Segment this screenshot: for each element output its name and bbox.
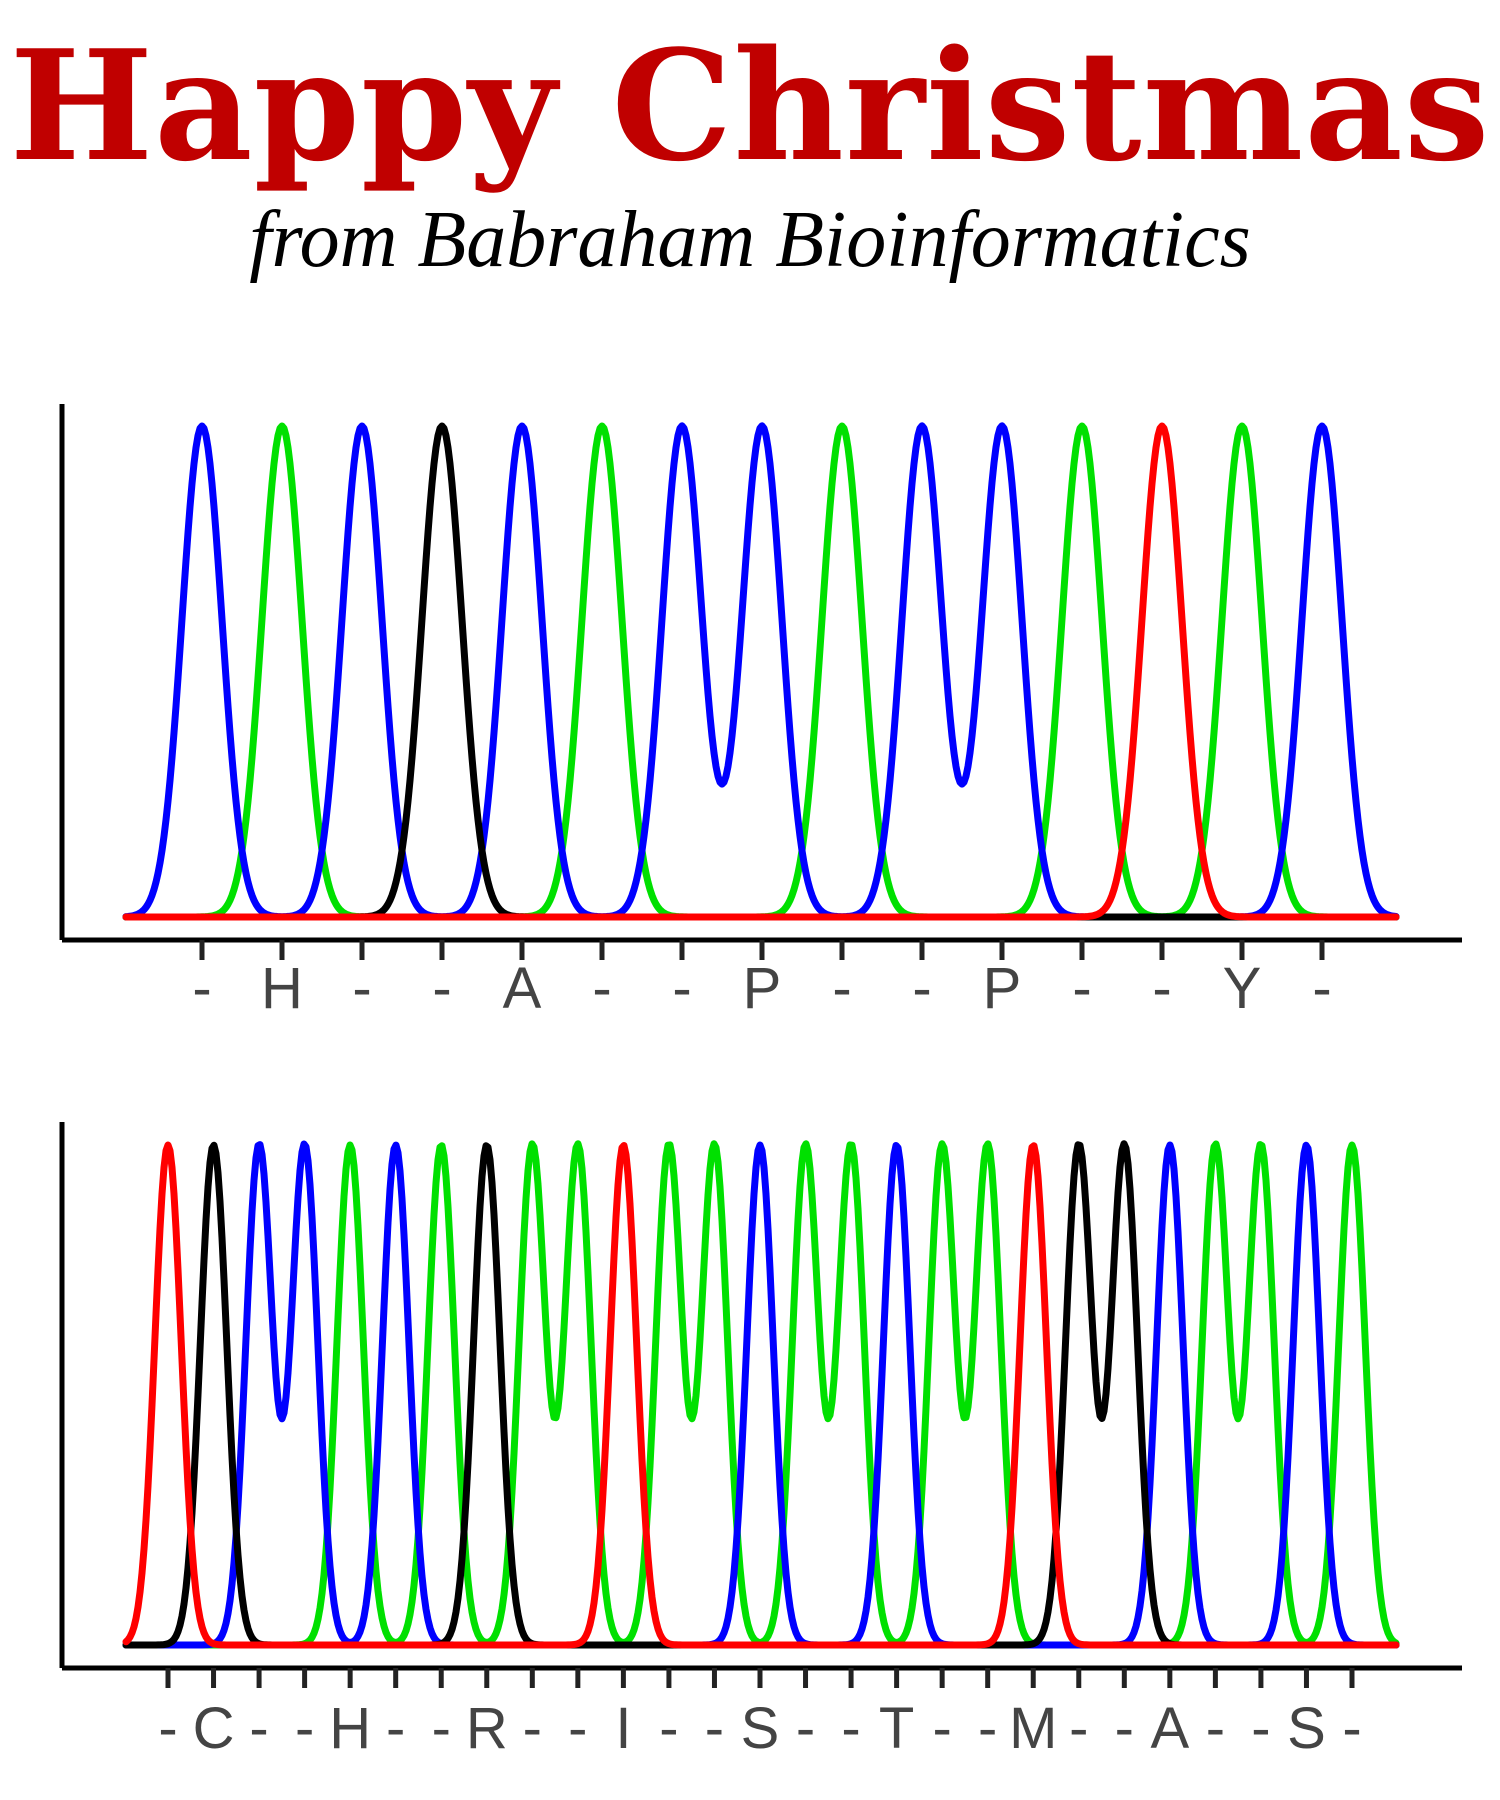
x-tick-label: -	[249, 1696, 268, 1761]
x-tick-label: S	[741, 1696, 780, 1761]
x-tick-label: T	[879, 1696, 914, 1761]
x-tick-label: -	[523, 1696, 542, 1761]
x-tick-label: P	[743, 956, 782, 1021]
x-tick-label: -	[432, 956, 451, 1021]
x-tick-label: -	[386, 1696, 405, 1761]
chromatogram-christmas: -C--H--R--I--S--T--M--A--S-	[59, 1122, 1462, 1761]
x-tick-label: -	[1115, 1696, 1134, 1761]
x-tick-label: -	[568, 1696, 587, 1761]
x-tick-label: -	[912, 956, 931, 1021]
x-tick-label: -	[1152, 956, 1171, 1021]
x-tick-label: -	[672, 956, 691, 1021]
x-tick-label: S	[1287, 1696, 1326, 1761]
trace-a	[122, 422, 1400, 921]
x-tick-label: A	[1151, 1696, 1190, 1761]
x-tick-label: -	[841, 1696, 860, 1761]
x-tick-label: H	[261, 956, 303, 1021]
x-tick-label: I	[615, 1696, 631, 1761]
trace-a	[122, 1140, 1400, 1649]
x-tick-label: -	[796, 1696, 815, 1761]
x-tick-label: -	[158, 1696, 177, 1761]
page-subtitle: from Babraham Bioinformatics	[249, 196, 1251, 284]
x-tick-label: -	[352, 956, 371, 1021]
trace-t	[122, 422, 1400, 921]
x-tick-label: P	[983, 956, 1022, 1021]
chromatogram-happy: -H--A--P--P--Y-	[59, 404, 1462, 1021]
x-tick-label: -	[1206, 1696, 1225, 1761]
x-tick-label: -	[295, 1696, 314, 1761]
x-tick-label: -	[592, 956, 611, 1021]
x-tick-label: Y	[1223, 956, 1262, 1021]
x-tick-label: -	[832, 956, 851, 1021]
x-tick-label: -	[659, 1696, 678, 1761]
x-tick-label: -	[192, 956, 211, 1021]
x-tick-label: C	[193, 1696, 235, 1761]
x-tick-label: R	[466, 1696, 508, 1761]
x-tick-label: -	[1072, 956, 1091, 1021]
x-tick-label: A	[503, 956, 542, 1021]
x-tick-label: -	[1342, 1696, 1361, 1761]
x-tick-label: -	[1069, 1696, 1088, 1761]
x-tick-label: -	[432, 1696, 451, 1761]
trace-t	[122, 1141, 1400, 1649]
x-tick-label: M	[1009, 1696, 1057, 1761]
x-tick-label: -	[1251, 1696, 1270, 1761]
x-tick-label: H	[329, 1696, 371, 1761]
x-tick-label: -	[705, 1696, 724, 1761]
x-tick-label: -	[1312, 956, 1331, 1021]
page-title: Happy Christmas	[9, 16, 1491, 195]
x-tick-label: -	[978, 1696, 997, 1761]
x-tick-label: -	[932, 1696, 951, 1761]
trace-c	[122, 1140, 1400, 1649]
